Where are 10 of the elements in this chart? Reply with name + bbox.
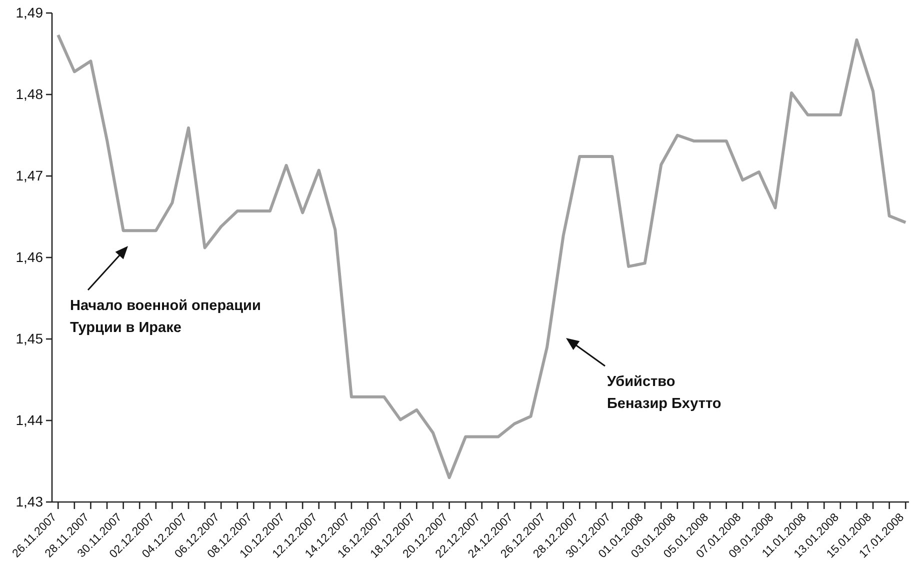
y-tick-label: 1,49	[16, 4, 44, 20]
annotation: Начало военной операции Турции в Ираке	[70, 298, 261, 336]
y-tick-label: 1,47	[16, 167, 44, 184]
line-series	[56, 34, 908, 480]
y-tick-label: 1,48	[16, 86, 44, 102]
y-tick-label: 1,45	[16, 330, 44, 346]
y-tick-label: 1,43	[16, 493, 44, 510]
annotation: Убийство Беназир Бхутто	[607, 374, 722, 412]
y-tick-label: 1,46	[16, 248, 44, 265]
y-tick-label: 1,44	[16, 412, 44, 428]
